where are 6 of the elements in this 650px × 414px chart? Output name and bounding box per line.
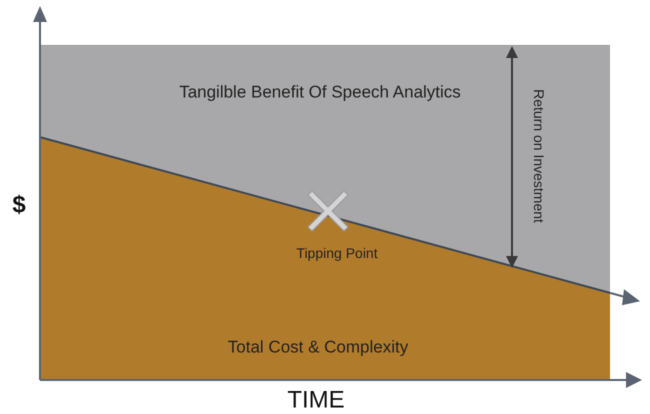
annotation: Tipping Point <box>296 244 378 261</box>
y-axis-title: $ <box>12 192 26 219</box>
x-axis-title: TIME <box>287 386 345 414</box>
series-label: Tangilble Benefit Of Speech Analytics <box>179 82 461 102</box>
series-label: Total Cost & Complexity <box>228 338 409 357</box>
annotation: Return on Investment <box>531 89 548 224</box>
